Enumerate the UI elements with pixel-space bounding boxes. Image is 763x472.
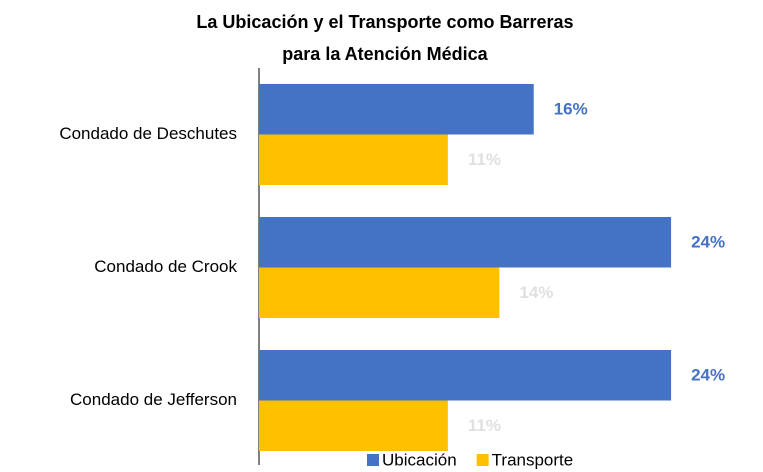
legend-label: Ubicación (382, 450, 457, 469)
chart-title: La Ubicación y el Transporte como Barrer… (196, 12, 574, 64)
data-label: 24% (691, 366, 725, 385)
y-tick-label: Condado de Crook (94, 257, 237, 276)
legend-swatch (367, 454, 379, 466)
bar (259, 84, 534, 135)
bar (259, 134, 448, 185)
y-tick-label: Condado de Deschutes (59, 124, 237, 143)
data-label: 24% (691, 233, 725, 252)
y-tick-label: Condado de Jefferson (70, 390, 237, 409)
data-label: 11% (468, 150, 501, 169)
legend-label: Transporte (492, 450, 574, 469)
data-label: 14% (519, 283, 553, 302)
legend-swatch (476, 454, 489, 466)
bar (259, 217, 672, 268)
bar (259, 350, 672, 401)
data-label: 11% (468, 416, 501, 435)
bar (259, 267, 500, 318)
data-label: 16% (554, 100, 588, 119)
bar (259, 400, 448, 451)
